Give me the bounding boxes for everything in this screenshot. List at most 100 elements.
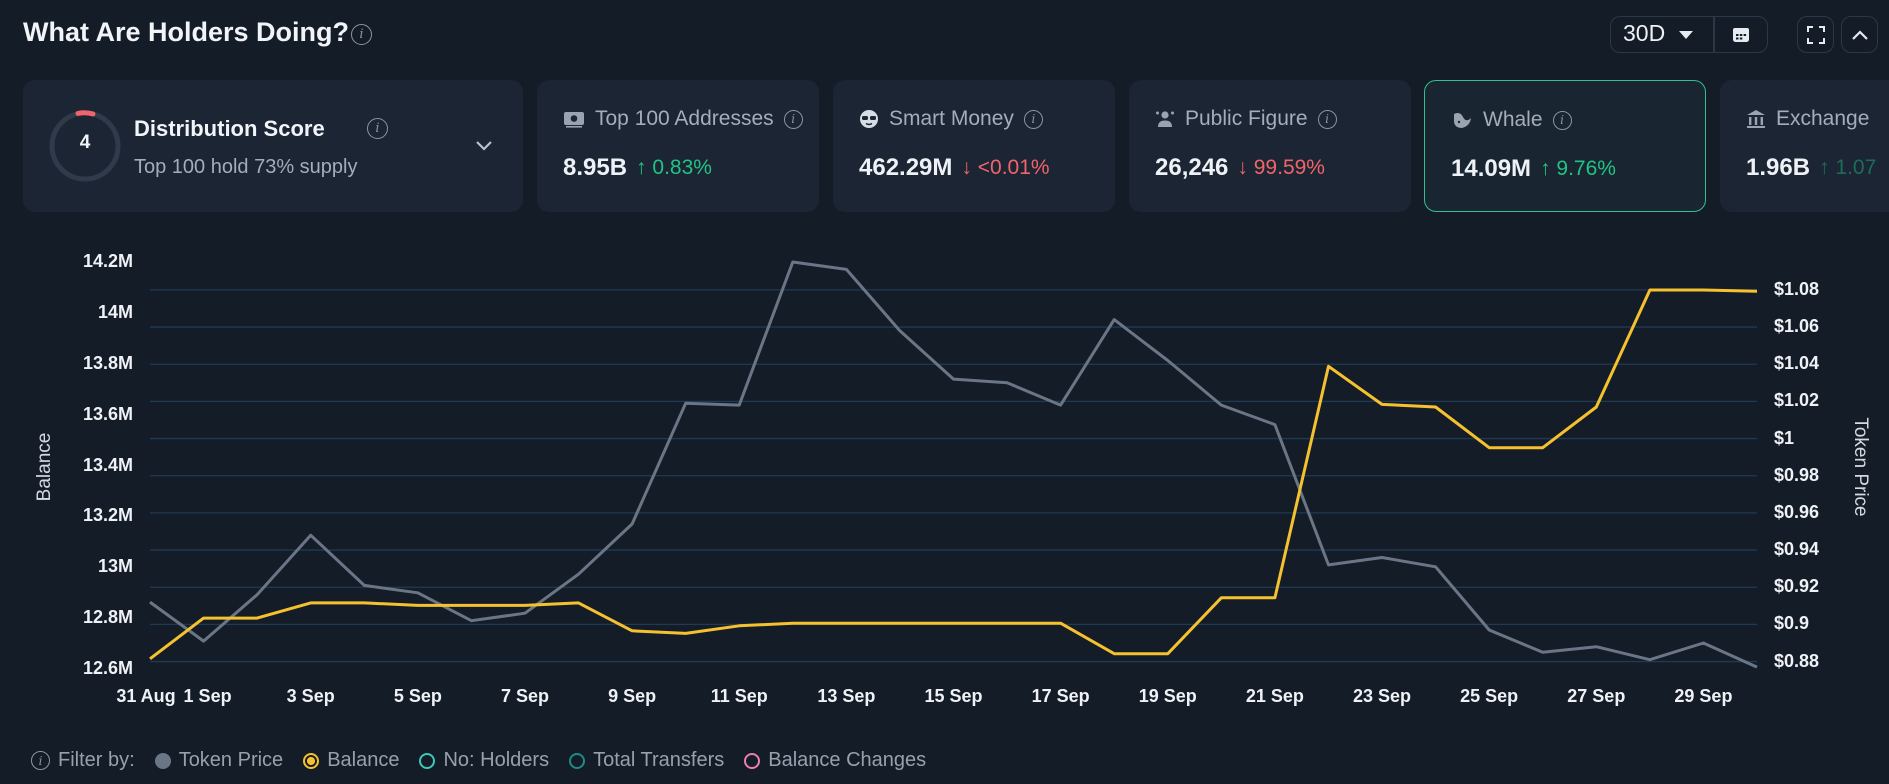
x-tick: 29 Sep — [1674, 686, 1733, 706]
legend-item-balance[interactable]: Balance — [303, 749, 399, 772]
x-tick: 27 Sep — [1567, 686, 1626, 706]
expand-icon — [1806, 25, 1825, 44]
distribution-score-card[interactable]: 4 Distribution Score i Top 100 hold 73% … — [23, 80, 523, 212]
y-axis-title-left: Balance — [34, 432, 55, 502]
legend-item-total-transfers[interactable]: Total Transfers — [569, 749, 724, 772]
filter-label: Filter by: — [58, 749, 135, 771]
score-ring — [49, 110, 121, 182]
y-tick-right: $0.96 — [1774, 501, 1820, 522]
legend-dot — [569, 752, 586, 769]
legend-label: Total Transfers — [593, 749, 725, 771]
money-icon — [564, 112, 584, 128]
legend-dot — [154, 752, 171, 769]
y-tick-left: 13.8M — [82, 352, 133, 373]
x-tick: 15 Sep — [924, 686, 983, 706]
card-label: Exchange — [1776, 107, 1870, 130]
x-tick: 5 Sep — [393, 686, 442, 706]
card-whale[interactable]: Whale i 14.09M ↑ 9.76% — [1424, 80, 1706, 212]
change-up: ↑ 1.07 — [1819, 156, 1877, 179]
whale-icon — [1454, 113, 1471, 128]
x-tick: 31 Aug — [116, 686, 176, 706]
card-label: Top 100 Addresses — [595, 107, 774, 130]
y-tick-left: 13M — [97, 556, 133, 577]
divider — [1713, 17, 1715, 52]
x-tick: 11 Sep — [710, 686, 768, 706]
x-tick: 3 Sep — [286, 686, 335, 706]
x-tick: 25 Sep — [1460, 686, 1519, 706]
legend-label: Balance Changes — [768, 749, 927, 771]
change-down: ↓ <0.01% — [961, 156, 1050, 179]
y-tick-right: $0.92 — [1774, 576, 1820, 597]
y-tick-right: $1.06 — [1774, 316, 1820, 337]
legend-dot — [419, 752, 436, 769]
sunglasses-icon — [860, 110, 878, 128]
card-top-100-addresses[interactable]: Top 100 Addresses i 8.95B ↑ 0.83% — [537, 80, 819, 212]
card-label: Public Figure — [1185, 107, 1308, 130]
period-selector[interactable] — [1610, 16, 1768, 53]
chevron-down-icon[interactable] — [475, 140, 493, 152]
y-tick-right: $1 — [1774, 427, 1795, 448]
y-tick-right: $0.98 — [1774, 464, 1820, 485]
y-tick-left: 12.6M — [82, 658, 133, 678]
info-icon[interactable]: i — [31, 751, 50, 770]
legend-item-token-price[interactable]: Token Price — [154, 749, 284, 772]
info-icon[interactable]: i — [1023, 109, 1043, 129]
info-icon[interactable]: i — [1317, 109, 1337, 129]
legend-item-balance-changes[interactable]: Balance Changes — [744, 749, 926, 772]
y-tick-right: $1.02 — [1774, 390, 1820, 411]
caret-down-icon[interactable] — [1679, 31, 1693, 39]
y-tick-right: $0.88 — [1774, 650, 1820, 671]
legend: i Filter by: Token Price Balance No: Hol… — [31, 749, 946, 772]
info-icon[interactable]: i — [783, 109, 803, 129]
y-tick-left: 13.6M — [82, 403, 133, 424]
info-icon[interactable]: i — [367, 118, 388, 139]
card-label: Smart Money — [889, 107, 1014, 130]
distribution-subtitle: Top 100 hold 73% supply — [134, 156, 358, 178]
legend-label: No: Holders — [443, 749, 550, 771]
card-value: 14.09M — [1451, 155, 1532, 182]
page-title: What Are Holders Doing? — [23, 17, 350, 47]
card-smart-money[interactable]: Smart Money i 462.29M ↓ <0.01% — [833, 80, 1115, 212]
y-tick-right: $1.04 — [1774, 353, 1820, 374]
person-icon — [1156, 111, 1174, 127]
chevron-up-icon — [1851, 29, 1868, 40]
legend-label: Balance — [327, 749, 400, 771]
bank-icon — [1747, 110, 1765, 128]
x-tick: 21 Sep — [1245, 686, 1304, 706]
x-tick: 7 Sep — [500, 686, 549, 706]
y-tick-left: 12.8M — [82, 607, 133, 628]
calendar-icon[interactable] — [1732, 26, 1750, 43]
x-tick: 23 Sep — [1353, 686, 1412, 706]
card-value: 462.29M — [859, 154, 953, 181]
collapse-button[interactable] — [1841, 16, 1878, 53]
y-tick-left: 13.4M — [82, 454, 133, 475]
card-value: 26,246 — [1155, 154, 1229, 181]
distribution-title: Distribution Score — [134, 116, 325, 141]
card-public-figure[interactable]: Public Figure i 26,246 ↓ 99.59% — [1129, 80, 1411, 212]
change-down: ↓ 99.59% — [1237, 156, 1325, 179]
y-axis-title-right: Token Price — [1850, 417, 1871, 517]
info-icon[interactable]: i — [351, 24, 372, 45]
x-tick: 17 Sep — [1031, 686, 1090, 706]
y-tick-right: $0.94 — [1774, 539, 1820, 560]
card-value: 1.96B — [1746, 154, 1811, 181]
x-tick: 19 Sep — [1138, 686, 1197, 706]
change-up: ↑ 0.83% — [636, 156, 712, 179]
legend-dot — [744, 752, 761, 769]
card-label: Whale — [1483, 108, 1543, 131]
score-value: 4 — [79, 132, 91, 153]
y-tick-right: $0.9 — [1774, 613, 1810, 634]
legend-label: Token Price — [178, 749, 284, 771]
legend-dot — [303, 752, 320, 769]
period-value[interactable]: 30D — [1623, 20, 1666, 46]
info-icon[interactable]: i — [1552, 110, 1572, 130]
legend-item-holders[interactable]: No: Holders — [419, 749, 549, 772]
x-tick: 9 Sep — [608, 686, 657, 706]
change-up: ↑ 9.76% — [1540, 157, 1616, 180]
y-tick-left: 14.2M — [82, 251, 133, 271]
fullscreen-button[interactable] — [1797, 16, 1834, 53]
card-exchange[interactable]: Exchange 1.96B ↑ 1.07 — [1720, 80, 1889, 212]
series-line-balance — [149, 288, 1758, 660]
x-tick: 1 Sep — [183, 686, 232, 706]
card-value: 8.95B — [563, 154, 628, 181]
